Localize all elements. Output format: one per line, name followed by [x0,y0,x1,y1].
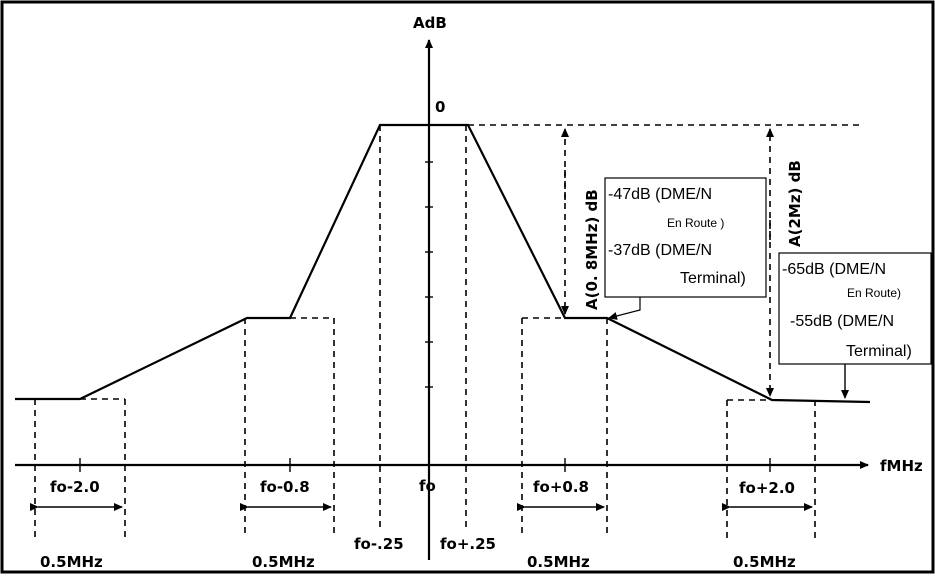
callout-box-08 [604,177,767,298]
dashed-guides [34,124,862,538]
callout-08-pointer [608,297,641,320]
freq-label-fo-plus-025: fo+.25 [440,535,496,553]
callout-2-terminal-label: Terminal) [846,343,912,360]
callout-box-2 [778,252,932,365]
freq-label-fo-minus-025: fo-.25 [354,535,404,553]
callout-08-terminal-value: -37dB (DME/N [608,242,712,259]
freq-label-fo: fo [419,477,436,495]
y-axis-ticks [425,161,433,388]
bandwidth-label: 0.5MHz [733,553,796,571]
bandwidth-label: 0.5MHz [527,553,590,571]
callout-08-enroute-label: En Route ) [667,216,724,230]
x-axis-ticks [79,458,771,472]
freq-label-fo-plus-08: fo+0.8 [533,478,589,496]
freq-label-fo-plus-2: fo+2.0 [739,479,795,497]
x-axis-label: fMHz [880,457,923,475]
y-axis-label: AdB [413,14,447,32]
zero-label: 0 [435,98,445,116]
bandwidth-label: 0.5MHz [252,553,315,571]
freq-label-fo-minus-2: fo-2.0 [50,478,100,496]
freq-label-fo-minus-08: fo-0.8 [260,478,310,496]
bandwidth-label: 0.5MHz [40,553,103,571]
attenuation-2-label: A(2Mz) dB [786,160,804,247]
callout-08-terminal-label: Terminal) [680,270,746,287]
attenuation-08-label: A(0. 8MHz) dB [583,189,601,310]
callout-2-enroute-value: -65dB (DME/N [782,261,886,278]
callout-2-enroute-label: En Route) [847,286,901,300]
callout-08-enroute-value: -47dB (DME/N [608,186,712,203]
spectrum-mask-line [15,123,871,404]
callout-2-terminal-value: -55dB (DME/N [790,313,894,330]
